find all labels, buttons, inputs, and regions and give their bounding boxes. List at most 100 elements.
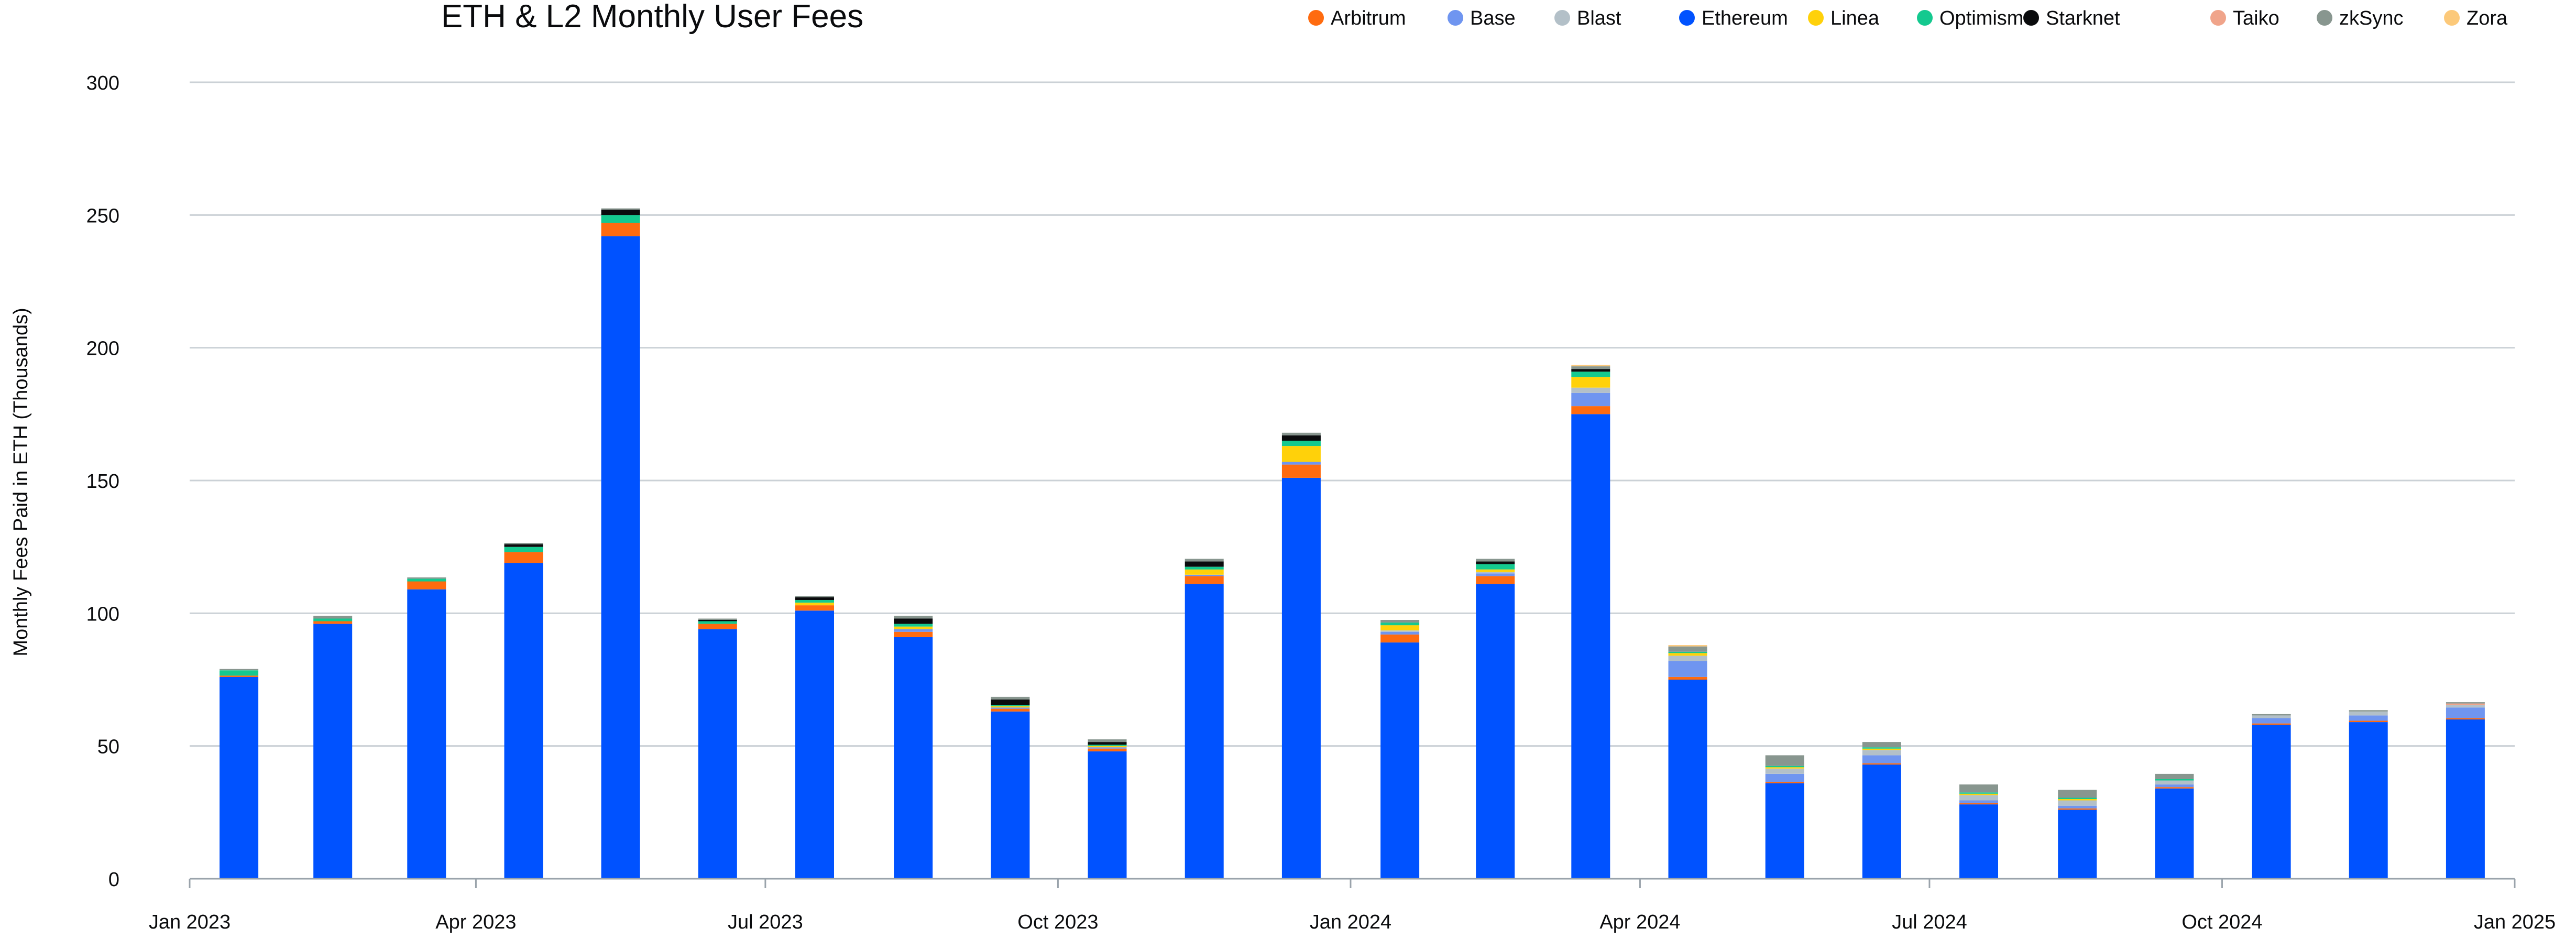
bar-segment-ethereum (1765, 783, 1804, 879)
legend-item: Optimism (1917, 7, 2023, 29)
bar-segment-ethereum (1862, 765, 1901, 879)
bar-segment-base (1476, 573, 1515, 576)
legend-swatch (1917, 10, 1933, 26)
bar-segment-arbitrum (2252, 723, 2291, 725)
bar-stack (2349, 710, 2388, 879)
bar-segment-zksync (601, 208, 640, 210)
bar-segment-optimism (1668, 651, 1707, 653)
x-tick-label: Oct 2024 (2182, 911, 2262, 933)
y-tick-label: 250 (86, 205, 119, 227)
bar-segment-ethereum (795, 610, 834, 879)
x-tick-label: Jan 2023 (149, 911, 231, 933)
legend-swatch (2023, 10, 2039, 26)
bar-segment-starknet (1185, 561, 1224, 567)
bar-segment-starknet (698, 620, 737, 621)
bar-segment-linea (1862, 748, 1901, 750)
legend-label: Optimism (1939, 7, 2023, 29)
bar-segment-arbitrum (1380, 634, 1420, 643)
legend-item: Taiko (2210, 7, 2279, 29)
legend-label: zkSync (2339, 7, 2403, 29)
legend-item: zkSync (2317, 7, 2403, 29)
bar-segment-base (991, 707, 1030, 709)
bar-segment-ethereum (1476, 584, 1515, 879)
x-tick-label: Jan 2025 (2474, 911, 2556, 933)
gridlines (190, 81, 2515, 747)
bar-stack (1380, 620, 1420, 879)
y-tick-label: 300 (86, 72, 119, 94)
bar-segment-optimism (2058, 798, 2097, 799)
bar-segment-ethereum (2252, 725, 2291, 879)
bar-segment-optimism (1476, 564, 1515, 570)
bar-segment-zksync (698, 618, 737, 620)
bar-segment-blast (1959, 795, 1998, 801)
bar-segment-arbitrum (313, 621, 353, 624)
bar-segment-optimism (1088, 745, 1127, 746)
bar-segment-base (1380, 631, 1420, 635)
bar-segment-starknet (601, 210, 640, 215)
bar-segment-linea (1571, 377, 1610, 388)
bars (220, 208, 2485, 879)
bar-segment-arbitrum (601, 223, 640, 236)
bar-segment-blast (1571, 387, 1610, 393)
legend-label: Starknet (2046, 7, 2120, 29)
bar-segment-base (1088, 747, 1127, 749)
legend-swatch (1448, 10, 1463, 26)
bar-segment-optimism (1765, 766, 1804, 768)
bar-segment-ethereum (2446, 719, 2485, 879)
bar-segment-arbitrum (894, 631, 933, 637)
bar-segment-blast (2155, 780, 2194, 785)
bar-segment-ethereum (504, 563, 543, 879)
bar-stack (1668, 645, 1707, 879)
bar-segment-base (2252, 718, 2291, 724)
bar-segment-arbitrum (504, 552, 543, 563)
bar-segment-linea (894, 626, 933, 629)
bar-segment-arbitrum (698, 624, 737, 629)
bar-segment-optimism (1380, 623, 1420, 626)
bar-stack (1281, 432, 1321, 879)
axes: 0 50 100 150 200 250 300 Jan 2023 Apr 2023 Jul 20… (86, 72, 2556, 933)
bar-segment-arbitrum (2155, 787, 2194, 789)
bar-segment-zksync (1380, 620, 1420, 623)
bar-segment-zksync (2155, 773, 2194, 779)
bar-segment-base (1668, 661, 1707, 677)
bar-segment-zksync (1281, 432, 1321, 435)
bar-segment-optimism (504, 547, 543, 552)
bar-segment-zksync (1668, 646, 1707, 652)
bar-segment-ethereum (1088, 751, 1127, 879)
bar-segment-taiko (2446, 703, 2485, 705)
bar-segment-optimism (1571, 372, 1610, 377)
bar-segment-arbitrum (991, 708, 1030, 712)
bar-segment-blast (2349, 711, 2388, 716)
bar-segment-base (1185, 574, 1224, 576)
bar-segment-linea (1668, 653, 1707, 656)
bar-segment-zksync (894, 616, 933, 619)
bar-segment-zksync (407, 577, 446, 579)
bar-segment-zksync (2252, 714, 2291, 716)
bar-segment-base (2446, 707, 2485, 718)
bar-segment-linea (1088, 746, 1127, 748)
bar-segment-zora (1571, 365, 1610, 367)
bar-segment-ethereum (2349, 722, 2388, 879)
bar-segment-starknet (1088, 742, 1127, 745)
legend-label: Base (1470, 7, 1516, 29)
bar-stack (1765, 755, 1804, 879)
bar-segment-zksync (795, 596, 834, 597)
bar-stack (698, 618, 737, 879)
bar-segment-optimism (1959, 792, 1998, 794)
bar-segment-arbitrum (1765, 782, 1804, 783)
bar-segment-blast (1476, 572, 1515, 574)
bar-stack (1862, 742, 1901, 879)
bar-segment-base (1571, 392, 1610, 407)
legend-item: Starknet (2023, 7, 2120, 29)
legend-swatch (1554, 10, 1570, 26)
bar-segment-ethereum (2155, 788, 2194, 879)
bar-segment-ethereum (698, 629, 737, 879)
bar-segment-optimism (698, 621, 737, 624)
bar-segment-zksync (1765, 755, 1804, 766)
bar-segment-zksync (504, 543, 543, 544)
bar-segment-linea (991, 706, 1030, 708)
bar-segment-zksync (991, 696, 1030, 700)
bar-segment-zksync (1959, 784, 1998, 793)
